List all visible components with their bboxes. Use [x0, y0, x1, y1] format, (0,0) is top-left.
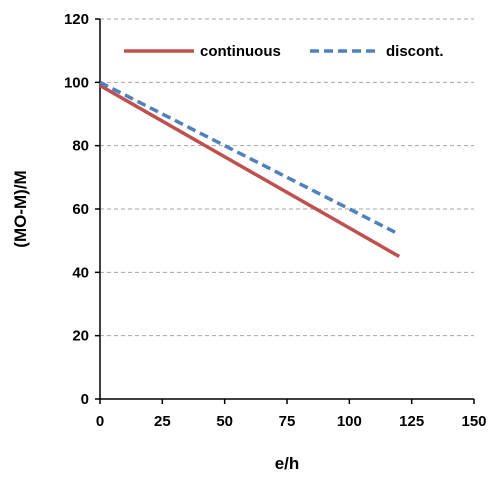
legend-label: discont.: [386, 43, 444, 60]
y-tick-label: 0: [81, 391, 89, 408]
x-tick-label: 25: [154, 413, 171, 430]
series-lines: [99, 80, 401, 259]
y-tick-label: 20: [72, 328, 89, 345]
y-tick-label: 80: [72, 138, 89, 155]
legend-label: continuous: [200, 43, 281, 60]
y-axis-title: (MO-M)/M: [11, 170, 30, 247]
x-axis-title: e/h: [275, 454, 300, 473]
y-tick-label: 40: [72, 264, 89, 281]
y-tick-label: 60: [72, 201, 89, 218]
x-tick-label: 0: [96, 413, 104, 430]
x-tick-label: 50: [216, 413, 233, 430]
x-tick-label: 75: [279, 413, 296, 430]
y-tick-labels: 0 20 40 60 80 100 120: [64, 11, 100, 408]
x-tick-label: 100: [337, 413, 362, 430]
x-tick-label: 150: [461, 413, 486, 430]
series-line-discont: [99, 80, 400, 236]
x-tick-label: 125: [399, 413, 424, 430]
x-tick-labels: 0 25 50 75 100 125 150: [96, 399, 487, 430]
legend: continuous discont.: [124, 43, 444, 60]
y-tick-label: 120: [64, 11, 89, 28]
gridlines: [100, 18, 474, 337]
series-line-continuous: [99, 83, 401, 259]
y-tick-label: 100: [64, 74, 89, 91]
